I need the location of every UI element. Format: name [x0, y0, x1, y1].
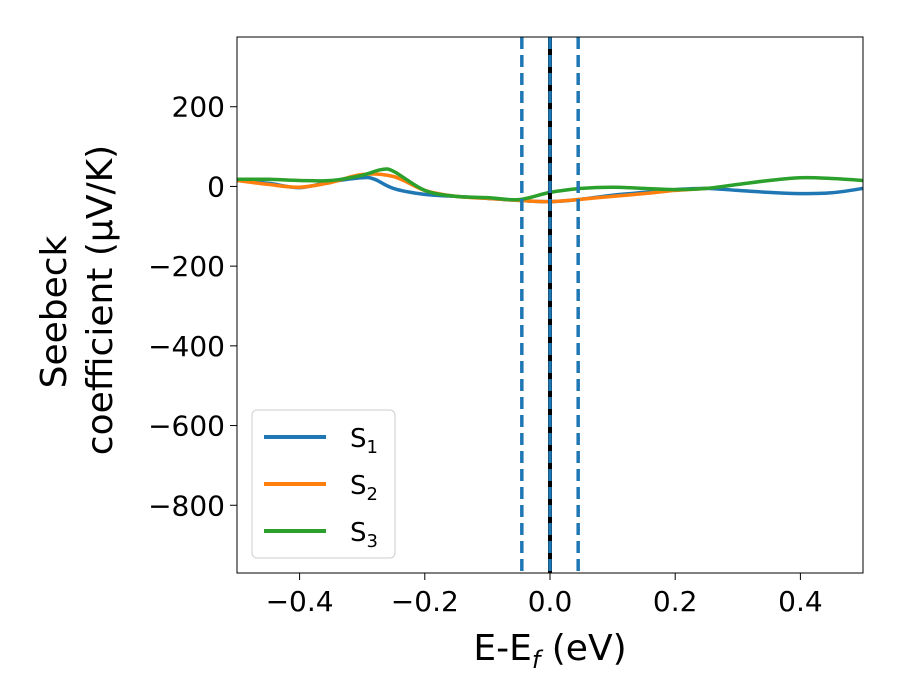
y-axis-label-line1: Seebeck — [34, 235, 75, 388]
y-axis-ticks: 200 0 −200 −400 −600 −800 — [148, 91, 237, 522]
x-axis-ticks: −0.4 −0.2 0.0 0.2 0.4 — [266, 573, 823, 618]
y-tick-label: 0 — [207, 170, 225, 203]
y-tick-label: −200 — [148, 250, 225, 283]
x-tick-label: 0.2 — [653, 585, 698, 618]
legend: S1 S2 S3 — [251, 409, 396, 559]
legend-label-s3: S3 — [350, 518, 378, 552]
x-axis-label: E-Ef (eV) — [473, 628, 626, 674]
x-tick-label: −0.4 — [266, 585, 334, 618]
y-tick-label: −600 — [148, 410, 225, 443]
y-tick-label: −400 — [148, 330, 225, 363]
x-tick-label: −0.2 — [391, 585, 459, 618]
series-lines — [237, 167, 863, 204]
x-tick-label: 0.0 — [528, 585, 573, 618]
legend-label-s2: S2 — [350, 471, 378, 505]
y-tick-label: −800 — [148, 489, 225, 522]
y-axis-label-line2: coefficient (μV/K) — [80, 145, 121, 455]
reference-lines — [520, 37, 580, 573]
y-tick-label: 200 — [172, 91, 225, 124]
series-line-s3 — [237, 167, 863, 202]
legend-label-s1: S1 — [350, 424, 378, 458]
x-tick-label: 0.4 — [778, 585, 823, 618]
